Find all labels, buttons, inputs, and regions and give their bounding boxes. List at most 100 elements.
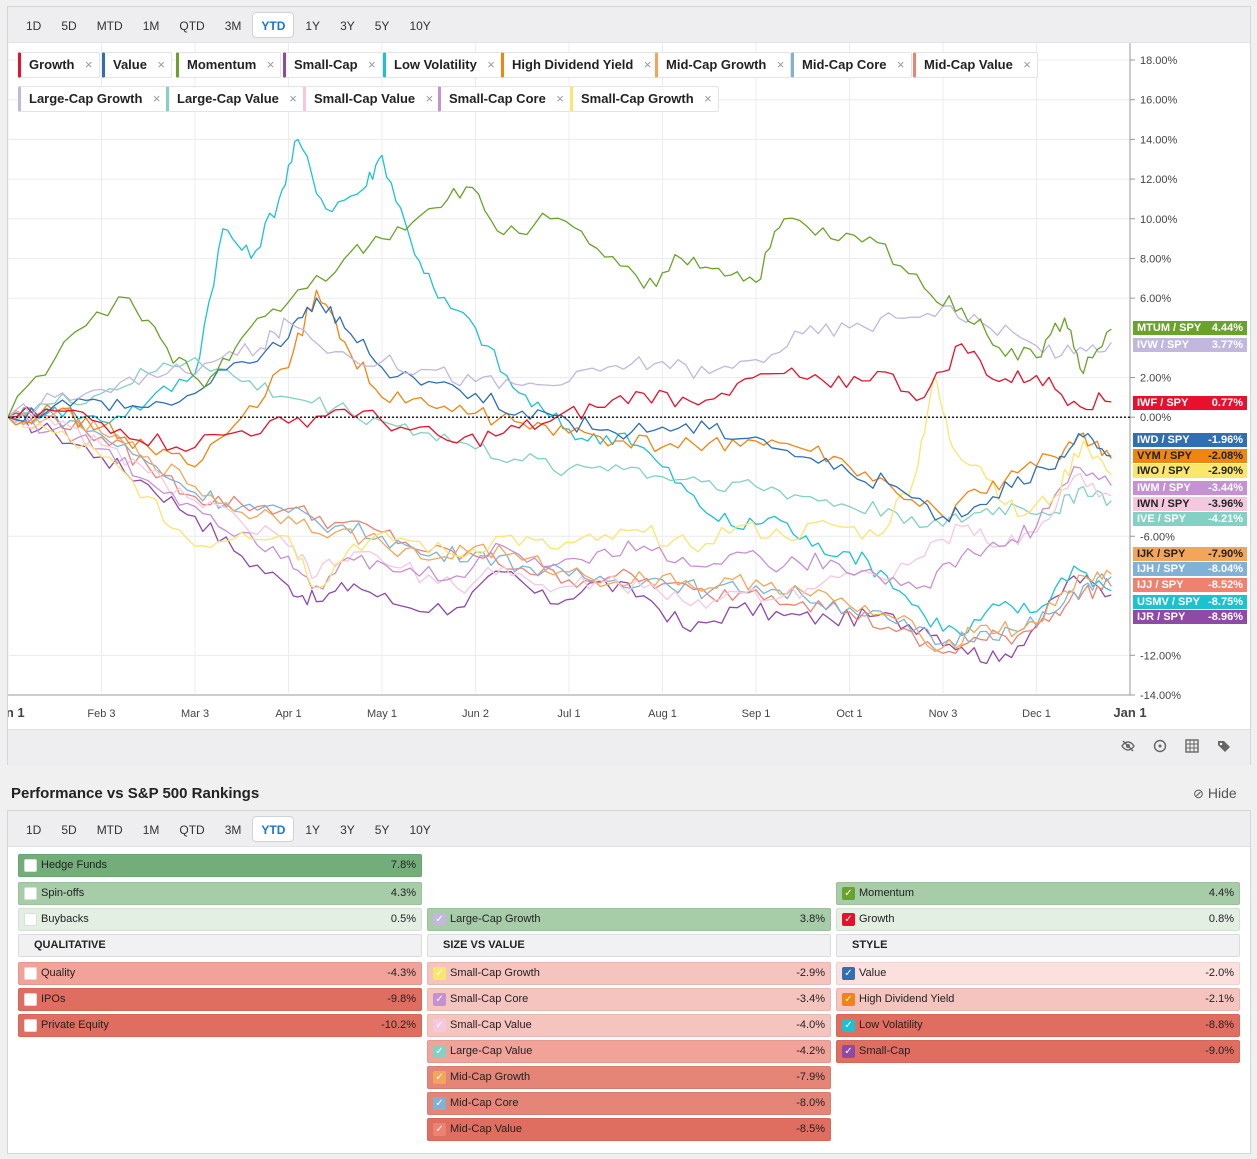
series-line[interactable] bbox=[8, 289, 1112, 522]
range-3y-button[interactable]: 3Y bbox=[340, 18, 355, 33]
checkbox[interactable]: ✓ bbox=[842, 887, 855, 900]
ranking-row[interactable]: Spin-offs 4.3% bbox=[18, 882, 422, 905]
checkbox[interactable]: ✓ bbox=[433, 1097, 446, 1110]
checkbox[interactable]: ✓ bbox=[433, 1123, 446, 1136]
range-3y-button[interactable]: 3Y bbox=[340, 822, 355, 837]
range-1m-button[interactable]: 1M bbox=[142, 822, 160, 837]
series-line[interactable] bbox=[8, 357, 1112, 528]
checkbox[interactable]: ✓ bbox=[842, 993, 855, 1006]
series-chip[interactable]: Small-Cap × bbox=[283, 52, 383, 78]
tag-icon[interactable] bbox=[1214, 738, 1234, 758]
series-chip[interactable]: Momentum × bbox=[176, 52, 282, 78]
checkbox[interactable]: ✓ bbox=[433, 993, 446, 1006]
range-10y-button[interactable]: 10Y bbox=[409, 18, 431, 33]
close-icon[interactable]: × bbox=[704, 91, 712, 106]
series-chip[interactable]: Small-Cap Growth × bbox=[570, 86, 719, 112]
ranking-row[interactable]: ✓ Mid-Cap Growth -7.9% bbox=[427, 1066, 831, 1089]
series-line[interactable] bbox=[8, 407, 1112, 653]
range-1d-button[interactable]: 1D bbox=[26, 18, 42, 33]
checkbox[interactable]: ✓ bbox=[433, 967, 446, 980]
checkbox[interactable] bbox=[24, 967, 37, 980]
close-icon[interactable]: × bbox=[896, 57, 905, 72]
ranking-row[interactable]: Buybacks 0.5% bbox=[18, 908, 422, 931]
hide-button[interactable]: ⊘ Hide bbox=[1193, 785, 1237, 802]
close-icon[interactable]: × bbox=[1023, 57, 1031, 72]
series-line[interactable] bbox=[8, 376, 1112, 589]
range-3m-button[interactable]: 3M bbox=[224, 822, 242, 837]
series-line[interactable] bbox=[8, 415, 1112, 609]
series-chip[interactable]: Mid-Cap Value × bbox=[913, 52, 1038, 78]
checkbox[interactable] bbox=[24, 887, 37, 900]
ranking-row[interactable]: ✓ Mid-Cap Value -8.5% bbox=[427, 1118, 831, 1141]
series-chip[interactable]: Low Volatility × bbox=[383, 52, 502, 78]
close-icon[interactable]: × bbox=[425, 91, 434, 106]
range-1y-button[interactable]: 1Y bbox=[305, 822, 321, 837]
series-line[interactable] bbox=[8, 343, 1112, 452]
series-line[interactable] bbox=[8, 412, 1112, 665]
ranking-row[interactable]: ✓ Growth 0.8% bbox=[836, 908, 1240, 931]
range-5y-button[interactable]: 5Y bbox=[374, 18, 390, 33]
close-icon[interactable]: × bbox=[776, 57, 785, 72]
series-chip[interactable]: Mid-Cap Growth × bbox=[655, 52, 792, 78]
close-icon[interactable]: × bbox=[266, 57, 275, 72]
range-5d-button[interactable]: 5D bbox=[61, 822, 77, 837]
close-icon[interactable]: × bbox=[157, 57, 165, 72]
checkbox[interactable]: ✓ bbox=[433, 1019, 446, 1032]
range-1d-button[interactable]: 1D bbox=[26, 822, 42, 837]
range-5y-button[interactable]: 5Y bbox=[374, 822, 390, 837]
checkbox[interactable]: ✓ bbox=[433, 913, 446, 926]
checkbox[interactable]: ✓ bbox=[842, 1045, 855, 1058]
ranking-row[interactable]: ✓ Momentum 4.4% bbox=[836, 882, 1240, 905]
ranking-row[interactable]: Hedge Funds 7.8% bbox=[18, 854, 422, 877]
ranking-row[interactable]: Private Equity -10.2% bbox=[18, 1014, 422, 1037]
series-line[interactable] bbox=[8, 186, 1112, 418]
checkbox[interactable]: ✓ bbox=[433, 1071, 446, 1084]
close-icon[interactable]: × bbox=[84, 57, 93, 72]
ranking-row[interactable]: IPOs -9.8% bbox=[18, 988, 422, 1011]
series-chip[interactable]: Large-Cap Growth × bbox=[18, 86, 168, 112]
ranking-row[interactable]: ✓ Low Volatility -8.8% bbox=[836, 1014, 1240, 1037]
close-icon[interactable]: × bbox=[289, 91, 297, 106]
range-1y-button[interactable]: 1Y bbox=[305, 18, 321, 33]
series-chip[interactable]: Value × bbox=[102, 52, 172, 78]
ranking-row[interactable]: Quality -4.3% bbox=[18, 962, 422, 985]
ranking-row[interactable]: ✓ Mid-Cap Core -8.0% bbox=[427, 1092, 831, 1115]
checkbox[interactable] bbox=[24, 913, 37, 926]
series-line[interactable] bbox=[8, 412, 1112, 655]
range-qtd-button[interactable]: QTD bbox=[179, 18, 205, 33]
range-mtd-button[interactable]: MTD bbox=[96, 822, 123, 837]
range-qtd-button[interactable]: QTD bbox=[179, 822, 205, 837]
series-line[interactable] bbox=[8, 305, 1112, 418]
checkbox[interactable] bbox=[24, 1019, 37, 1032]
ranking-row[interactable]: ✓ Small-Cap Value -4.0% bbox=[427, 1014, 831, 1037]
ranking-row[interactable]: ✓ Value -2.0% bbox=[836, 962, 1240, 985]
series-line[interactable] bbox=[8, 407, 1112, 647]
series-chip[interactable]: Small-Cap Value × bbox=[303, 86, 441, 112]
close-icon[interactable]: × bbox=[487, 57, 495, 72]
range-1m-button[interactable]: 1M bbox=[142, 18, 160, 33]
range-mtd-button[interactable]: MTD bbox=[96, 18, 123, 33]
close-icon[interactable]: × bbox=[367, 57, 376, 72]
range-5d-button[interactable]: 5D bbox=[61, 18, 77, 33]
ranking-row[interactable]: ✓ Small-Cap Core -3.4% bbox=[427, 988, 831, 1011]
checkbox[interactable]: ✓ bbox=[433, 1045, 446, 1058]
checkbox[interactable]: ✓ bbox=[842, 1019, 855, 1032]
ranking-row[interactable]: ✓ Small-Cap -9.0% bbox=[836, 1040, 1240, 1063]
range-ytd-button[interactable]: YTD bbox=[252, 815, 295, 842]
range-ytd-button[interactable]: YTD bbox=[252, 11, 295, 38]
ranking-row[interactable]: ✓ Large-Cap Growth 3.8% bbox=[427, 908, 831, 931]
checkbox[interactable]: ✓ bbox=[842, 913, 855, 926]
checkbox[interactable] bbox=[24, 993, 37, 1006]
series-line[interactable] bbox=[8, 297, 1112, 523]
range-3m-button[interactable]: 3M bbox=[224, 18, 242, 33]
series-chip[interactable]: Large-Cap Value × bbox=[166, 86, 304, 112]
ranking-row[interactable]: ✓ Large-Cap Value -4.2% bbox=[427, 1040, 831, 1063]
hide-events-icon[interactable] bbox=[1118, 738, 1138, 758]
series-chip[interactable]: Growth × bbox=[18, 52, 100, 78]
ranking-row[interactable]: ✓ Small-Cap Growth -2.9% bbox=[427, 962, 831, 985]
grid-icon[interactable] bbox=[1182, 738, 1202, 758]
series-chip[interactable]: Small-Cap Core × bbox=[438, 86, 571, 112]
ranking-row[interactable]: ✓ High Dividend Yield -2.1% bbox=[836, 988, 1240, 1011]
close-icon[interactable]: × bbox=[643, 57, 652, 72]
crosshair-icon[interactable] bbox=[1150, 738, 1170, 758]
